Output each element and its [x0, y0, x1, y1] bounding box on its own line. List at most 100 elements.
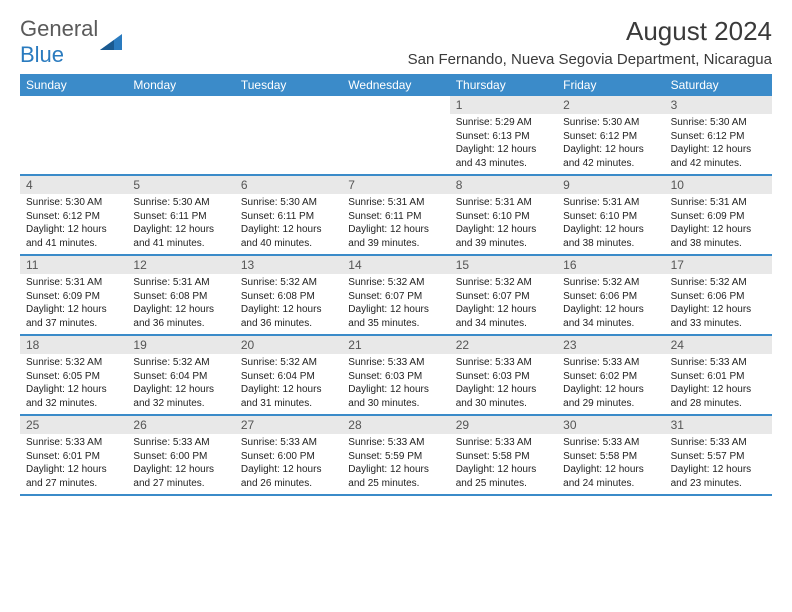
day-header-cell: Tuesday — [235, 74, 342, 96]
day-cell: 8Sunrise: 5:31 AMSunset: 6:10 PMDaylight… — [450, 176, 557, 254]
day-number: 2 — [557, 96, 664, 114]
day-details: Sunrise: 5:32 AMSunset: 6:06 PMDaylight:… — [557, 274, 664, 334]
day-number: 5 — [127, 176, 234, 194]
day-details: Sunrise: 5:33 AMSunset: 6:01 PMDaylight:… — [665, 354, 772, 414]
day-number: 4 — [20, 176, 127, 194]
day-number: 27 — [235, 416, 342, 434]
day-number: 22 — [450, 336, 557, 354]
day-cell: 1Sunrise: 5:29 AMSunset: 6:13 PMDaylight… — [450, 96, 557, 174]
day-cell: 17Sunrise: 5:32 AMSunset: 6:06 PMDayligh… — [665, 256, 772, 334]
day-cell: 11Sunrise: 5:31 AMSunset: 6:09 PMDayligh… — [20, 256, 127, 334]
day-details: Sunrise: 5:33 AMSunset: 5:59 PMDaylight:… — [342, 434, 449, 494]
day-details: Sunrise: 5:31 AMSunset: 6:09 PMDaylight:… — [665, 194, 772, 254]
empty-cell — [20, 96, 127, 174]
day-details: Sunrise: 5:30 AMSunset: 6:12 PMDaylight:… — [665, 114, 772, 174]
day-number: 20 — [235, 336, 342, 354]
day-number: 14 — [342, 256, 449, 274]
day-details: Sunrise: 5:33 AMSunset: 5:58 PMDaylight:… — [557, 434, 664, 494]
day-cell: 13Sunrise: 5:32 AMSunset: 6:08 PMDayligh… — [235, 256, 342, 334]
week-row: 25Sunrise: 5:33 AMSunset: 6:01 PMDayligh… — [20, 416, 772, 496]
day-details: Sunrise: 5:30 AMSunset: 6:12 PMDaylight:… — [557, 114, 664, 174]
empty-cell — [127, 96, 234, 174]
day-cell: 6Sunrise: 5:30 AMSunset: 6:11 PMDaylight… — [235, 176, 342, 254]
week-row: 4Sunrise: 5:30 AMSunset: 6:12 PMDaylight… — [20, 176, 772, 256]
day-cell: 21Sunrise: 5:33 AMSunset: 6:03 PMDayligh… — [342, 336, 449, 414]
day-header-cell: Saturday — [665, 74, 772, 96]
day-details: Sunrise: 5:33 AMSunset: 6:03 PMDaylight:… — [450, 354, 557, 414]
location-text: San Fernando, Nueva Segovia Department, … — [408, 51, 772, 68]
day-number: 30 — [557, 416, 664, 434]
day-details: Sunrise: 5:33 AMSunset: 6:02 PMDaylight:… — [557, 354, 664, 414]
day-cell: 4Sunrise: 5:30 AMSunset: 6:12 PMDaylight… — [20, 176, 127, 254]
day-details: Sunrise: 5:30 AMSunset: 6:11 PMDaylight:… — [235, 194, 342, 254]
day-cell: 12Sunrise: 5:31 AMSunset: 6:08 PMDayligh… — [127, 256, 234, 334]
day-details: Sunrise: 5:32 AMSunset: 6:08 PMDaylight:… — [235, 274, 342, 334]
logo: General Blue — [20, 16, 122, 68]
day-number: 6 — [235, 176, 342, 194]
day-details: Sunrise: 5:30 AMSunset: 6:12 PMDaylight:… — [20, 194, 127, 254]
day-details: Sunrise: 5:31 AMSunset: 6:09 PMDaylight:… — [20, 274, 127, 334]
day-cell: 5Sunrise: 5:30 AMSunset: 6:11 PMDaylight… — [127, 176, 234, 254]
day-header-cell: Wednesday — [342, 74, 449, 96]
weeks-container: 1Sunrise: 5:29 AMSunset: 6:13 PMDaylight… — [20, 96, 772, 496]
day-cell: 23Sunrise: 5:33 AMSunset: 6:02 PMDayligh… — [557, 336, 664, 414]
day-header-cell: Friday — [557, 74, 664, 96]
day-header-cell: Monday — [127, 74, 234, 96]
title-block: August 2024 San Fernando, Nueva Segovia … — [408, 16, 772, 68]
day-cell: 15Sunrise: 5:32 AMSunset: 6:07 PMDayligh… — [450, 256, 557, 334]
day-number: 21 — [342, 336, 449, 354]
day-cell: 18Sunrise: 5:32 AMSunset: 6:05 PMDayligh… — [20, 336, 127, 414]
day-details: Sunrise: 5:32 AMSunset: 6:04 PMDaylight:… — [235, 354, 342, 414]
day-number: 1 — [450, 96, 557, 114]
day-cell: 25Sunrise: 5:33 AMSunset: 6:01 PMDayligh… — [20, 416, 127, 494]
calendar-page: General Blue August 2024 San Fernando, N… — [0, 0, 792, 512]
day-details: Sunrise: 5:32 AMSunset: 6:07 PMDaylight:… — [450, 274, 557, 334]
day-details: Sunrise: 5:31 AMSunset: 6:11 PMDaylight:… — [342, 194, 449, 254]
day-number: 23 — [557, 336, 664, 354]
day-cell: 14Sunrise: 5:32 AMSunset: 6:07 PMDayligh… — [342, 256, 449, 334]
day-cell: 22Sunrise: 5:33 AMSunset: 6:03 PMDayligh… — [450, 336, 557, 414]
day-details: Sunrise: 5:30 AMSunset: 6:11 PMDaylight:… — [127, 194, 234, 254]
day-cell: 3Sunrise: 5:30 AMSunset: 6:12 PMDaylight… — [665, 96, 772, 174]
week-row: 18Sunrise: 5:32 AMSunset: 6:05 PMDayligh… — [20, 336, 772, 416]
day-number: 24 — [665, 336, 772, 354]
day-number: 7 — [342, 176, 449, 194]
day-number: 15 — [450, 256, 557, 274]
day-cell: 7Sunrise: 5:31 AMSunset: 6:11 PMDaylight… — [342, 176, 449, 254]
day-details: Sunrise: 5:31 AMSunset: 6:10 PMDaylight:… — [557, 194, 664, 254]
day-number: 29 — [450, 416, 557, 434]
day-cell: 26Sunrise: 5:33 AMSunset: 6:00 PMDayligh… — [127, 416, 234, 494]
day-cell: 19Sunrise: 5:32 AMSunset: 6:04 PMDayligh… — [127, 336, 234, 414]
empty-cell — [342, 96, 449, 174]
logo-triangle-icon — [100, 34, 122, 50]
day-details: Sunrise: 5:33 AMSunset: 6:00 PMDaylight:… — [235, 434, 342, 494]
day-header-row: SundayMondayTuesdayWednesdayThursdayFrid… — [20, 74, 772, 96]
day-number: 13 — [235, 256, 342, 274]
day-header-cell: Thursday — [450, 74, 557, 96]
day-cell: 2Sunrise: 5:30 AMSunset: 6:12 PMDaylight… — [557, 96, 664, 174]
week-row: 11Sunrise: 5:31 AMSunset: 6:09 PMDayligh… — [20, 256, 772, 336]
day-details: Sunrise: 5:33 AMSunset: 5:57 PMDaylight:… — [665, 434, 772, 494]
day-details: Sunrise: 5:33 AMSunset: 6:01 PMDaylight:… — [20, 434, 127, 494]
day-details: Sunrise: 5:31 AMSunset: 6:08 PMDaylight:… — [127, 274, 234, 334]
week-row: 1Sunrise: 5:29 AMSunset: 6:13 PMDaylight… — [20, 96, 772, 176]
header: General Blue August 2024 San Fernando, N… — [20, 16, 772, 68]
day-number: 31 — [665, 416, 772, 434]
calendar: SundayMondayTuesdayWednesdayThursdayFrid… — [20, 74, 772, 496]
day-details: Sunrise: 5:32 AMSunset: 6:05 PMDaylight:… — [20, 354, 127, 414]
logo-text-gray: General — [20, 16, 98, 41]
day-details: Sunrise: 5:32 AMSunset: 6:06 PMDaylight:… — [665, 274, 772, 334]
day-cell: 31Sunrise: 5:33 AMSunset: 5:57 PMDayligh… — [665, 416, 772, 494]
day-number: 19 — [127, 336, 234, 354]
day-number: 9 — [557, 176, 664, 194]
day-details: Sunrise: 5:33 AMSunset: 5:58 PMDaylight:… — [450, 434, 557, 494]
logo-text: General Blue — [20, 16, 98, 68]
day-details: Sunrise: 5:33 AMSunset: 6:03 PMDaylight:… — [342, 354, 449, 414]
day-cell: 30Sunrise: 5:33 AMSunset: 5:58 PMDayligh… — [557, 416, 664, 494]
day-number: 28 — [342, 416, 449, 434]
logo-text-blue: Blue — [20, 42, 64, 67]
day-number: 11 — [20, 256, 127, 274]
day-cell: 16Sunrise: 5:32 AMSunset: 6:06 PMDayligh… — [557, 256, 664, 334]
day-number: 18 — [20, 336, 127, 354]
day-cell: 28Sunrise: 5:33 AMSunset: 5:59 PMDayligh… — [342, 416, 449, 494]
